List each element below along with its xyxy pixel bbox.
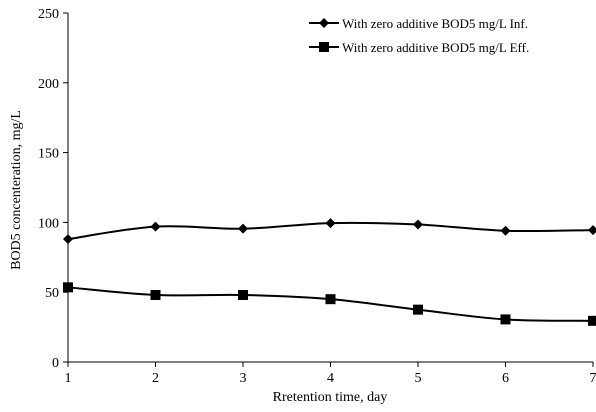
y-tick-label: 150 (38, 147, 59, 162)
axes (67, 13, 593, 363)
x-axis-title: Rretention time, day (273, 390, 388, 405)
data-point-inf-6 (500, 225, 511, 236)
x-tick-label: 3 (240, 371, 247, 386)
y-tick-label: 50 (45, 286, 59, 301)
data-point-eff-2 (150, 289, 161, 300)
data-point-inf-3 (238, 223, 248, 234)
x-tick-label: 2 (152, 371, 159, 386)
x-tick-label: 6 (502, 371, 509, 386)
data-point-eff-1 (63, 282, 73, 293)
data-point-eff-5 (413, 304, 423, 315)
series-layer (63, 218, 596, 326)
y-tick-label: 0 (52, 356, 59, 371)
y-axis-title: BOD5 concenteration, mg/L (9, 110, 24, 270)
data-point-eff-7 (588, 315, 596, 326)
legend-marker-diamond (319, 18, 329, 28)
y-tick-label: 250 (38, 7, 59, 22)
data-point-inf-4 (325, 218, 336, 229)
data-point-inf-2 (150, 221, 161, 232)
data-point-eff-6 (500, 314, 511, 325)
legend-label-eff: With zero additive BOD5 mg/L Eff. (342, 40, 529, 55)
x-tick-label: 5 (415, 371, 422, 386)
data-point-inf-7 (588, 225, 596, 236)
legend-marker-square (319, 42, 329, 52)
legend: With zero additive BOD5 mg/L Inf. With z… (309, 16, 529, 55)
data-point-inf-1 (63, 234, 73, 245)
y-tick-label: 100 (38, 216, 59, 231)
x-tick-label: 4 (327, 371, 334, 386)
y-ticks: 0 50 100 150 200 250 (38, 7, 68, 371)
legend-item-eff: With zero additive BOD5 mg/L Eff. (309, 40, 529, 55)
x-tick-label: 1 (65, 371, 72, 386)
x-ticks: 1 2 3 4 5 6 7 (65, 362, 596, 386)
data-point-eff-4 (325, 294, 336, 305)
legend-item-inf: With zero additive BOD5 mg/L Inf. (309, 16, 528, 31)
y-tick-label: 200 (38, 77, 59, 92)
data-point-inf-5 (413, 219, 423, 230)
data-point-eff-3 (238, 289, 248, 300)
legend-label-inf: With zero additive BOD5 mg/L Inf. (342, 16, 528, 31)
x-tick-label: 7 (590, 371, 596, 386)
